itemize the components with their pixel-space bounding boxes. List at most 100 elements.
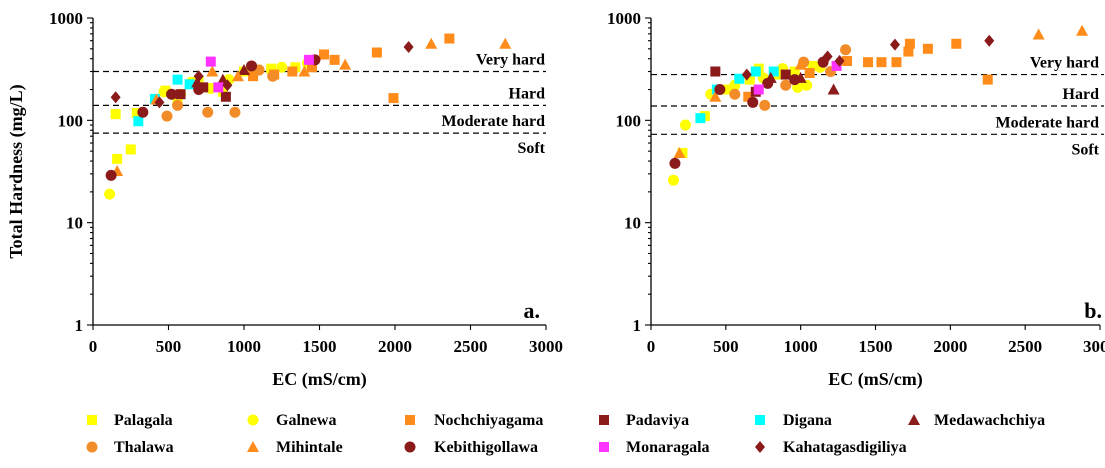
data-point	[154, 96, 165, 109]
data-point	[137, 106, 149, 118]
panel-label: b.	[1084, 298, 1102, 323]
x-tick-label: 1500	[303, 337, 337, 356]
data-point	[831, 60, 842, 71]
legend-marker	[404, 441, 416, 453]
legend-item: Thalawa	[86, 439, 174, 456]
data-point	[222, 79, 233, 92]
data-point	[750, 66, 761, 77]
data-point	[125, 144, 136, 155]
x-axis-title: EC (mS/cm)	[828, 369, 922, 390]
data-point	[827, 83, 840, 95]
data-point	[339, 58, 352, 70]
series-monaragala	[753, 60, 842, 95]
chart-panel-a: 0 500 1000 1500 2000 2500 3000 1 10 100 1000 EC (mS…	[6, 9, 563, 390]
series-galnewa	[104, 57, 313, 200]
y-tick-label: 100	[58, 111, 84, 130]
data-point	[205, 56, 216, 67]
data-point	[131, 107, 142, 118]
series-thalawa	[161, 64, 279, 122]
threshold-label: Soft	[1071, 141, 1099, 158]
x-tick-label: 0	[647, 337, 656, 356]
legend-item: Kahatagasdigiliya	[755, 439, 907, 456]
data-point	[266, 63, 277, 74]
legend-label: Galnewa	[276, 412, 336, 429]
data-point	[741, 68, 752, 81]
x-tick-label: 0	[89, 337, 98, 356]
data-point	[759, 99, 771, 111]
data-point	[840, 44, 852, 56]
data-point	[744, 74, 755, 85]
data-point	[984, 34, 995, 47]
threshold-label: Hard	[509, 85, 546, 102]
data-point	[789, 74, 801, 86]
data-point	[172, 74, 183, 85]
data-point	[193, 70, 204, 83]
data-point	[904, 38, 915, 49]
data-point	[695, 113, 706, 124]
panel-label: a.	[524, 298, 541, 323]
legend-marker	[247, 441, 259, 452]
data-point	[104, 188, 116, 200]
series-kebithigollawa	[105, 54, 321, 181]
x-tick-label: 1000	[784, 337, 818, 356]
legend-marker	[755, 415, 765, 425]
data-point	[193, 84, 205, 96]
data-point	[667, 174, 679, 186]
data-point	[371, 47, 382, 58]
data-point	[673, 146, 686, 158]
data-point	[298, 65, 311, 77]
data-point	[112, 153, 123, 164]
series-monaragala	[205, 54, 314, 93]
legend-marker	[908, 414, 920, 425]
series-nochchiyagama	[743, 38, 993, 102]
legend-label: Medawachchiya	[934, 412, 1045, 429]
y-tick-label: 10	[66, 214, 83, 233]
legend-label: Padaviya	[626, 412, 689, 429]
data-point	[133, 116, 144, 127]
data-point	[762, 77, 774, 89]
y-tick-label: 1	[75, 316, 84, 335]
data-point	[202, 106, 214, 118]
data-point	[499, 37, 512, 49]
legend-item: Kebithigollawa	[404, 439, 538, 456]
x-tick-label: 1500	[859, 337, 893, 356]
data-point	[710, 66, 721, 77]
data-point	[444, 33, 455, 44]
data-point	[747, 96, 759, 108]
legend-label: Nochchiyagama	[434, 412, 543, 429]
x-tick-label: 2000	[933, 337, 967, 356]
data-point	[834, 55, 845, 68]
data-point	[246, 60, 258, 72]
legend-label: Kebithigollawa	[434, 439, 538, 456]
data-point	[184, 79, 195, 90]
data-point	[768, 66, 779, 77]
legend-item: Nochchiyagama	[405, 412, 543, 429]
data-point	[780, 69, 791, 80]
data-point	[206, 65, 219, 77]
legend-marker	[86, 441, 98, 453]
legend-item: Padaviya	[599, 412, 689, 429]
data-point	[789, 66, 800, 77]
data-point	[303, 54, 314, 65]
data-point	[287, 66, 298, 77]
data-point	[161, 110, 173, 122]
data-point	[889, 38, 900, 51]
legend-label: Thalawa	[114, 439, 174, 456]
data-point	[403, 41, 414, 54]
legend-label: Monaragala	[626, 439, 710, 456]
legend-item: Mihintale	[247, 439, 343, 456]
threshold-label: Very hard	[1030, 55, 1099, 72]
data-point	[105, 169, 117, 181]
legend-item: Digana	[755, 412, 832, 429]
data-point	[1032, 28, 1045, 40]
data-point	[329, 54, 340, 65]
x-tick-label: 3000	[1083, 337, 1105, 356]
data-point	[238, 64, 250, 76]
data-point	[822, 50, 833, 63]
y-axis-title: Total Hardness (mg/L)	[6, 84, 27, 258]
data-point	[306, 62, 317, 73]
series-kahatagasdigiliya	[741, 34, 995, 81]
data-point	[229, 106, 241, 118]
